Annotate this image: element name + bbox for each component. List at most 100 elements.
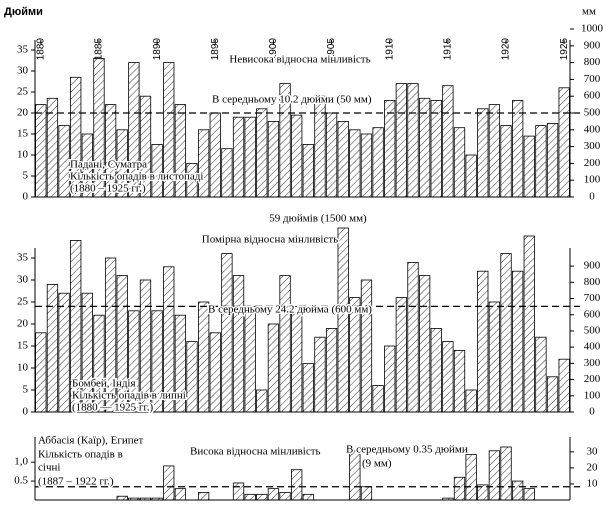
bar [70, 239, 82, 413]
y-tick-label: 0.5 [14, 475, 28, 487]
annotation: (9 мм) [362, 458, 392, 470]
y2-tick-label: 200 [584, 157, 601, 169]
annotation: Помірна відносна мінливість [202, 234, 338, 246]
bar [407, 261, 419, 413]
annotation: (1887 – 1922 гг.) [38, 476, 114, 488]
annotation: Кількість опадів в листопаді [70, 171, 203, 183]
bar [535, 336, 547, 413]
bar [186, 341, 198, 413]
y-tick-label: 25 [17, 86, 29, 98]
annotation: Бомбей, Індія [72, 378, 136, 390]
y2-tick-label: 300 [584, 357, 601, 369]
bar [465, 389, 477, 413]
y2-tick-label: 400 [584, 123, 601, 135]
bar [209, 112, 221, 198]
bar [535, 125, 547, 198]
bar [128, 310, 140, 413]
bar [104, 257, 117, 413]
bar [58, 292, 70, 413]
bar [151, 497, 163, 501]
bar [116, 275, 128, 413]
bar [488, 450, 501, 501]
bar [337, 227, 349, 413]
y2-tick-label: 400 [584, 341, 601, 353]
bar [384, 100, 396, 198]
bar [232, 482, 245, 501]
y-axis-label: Дюйми [4, 6, 43, 18]
bar [395, 83, 407, 198]
bar [523, 135, 535, 198]
bar [349, 129, 361, 198]
bar [267, 121, 280, 198]
bar [407, 83, 419, 198]
y-tick-label: 5 [23, 384, 29, 396]
bar [488, 104, 501, 198]
y2-tick-label: 0 [589, 406, 595, 418]
bar [70, 76, 82, 198]
bar [186, 162, 198, 198]
y-tick-label: 15 [17, 340, 29, 352]
bar [512, 270, 524, 413]
bar [523, 235, 535, 413]
bar [198, 301, 210, 413]
bar [302, 363, 314, 413]
bar [116, 495, 128, 501]
x-tick-label: 1890 [152, 38, 163, 61]
bar [349, 297, 361, 413]
bar [279, 83, 291, 198]
bar [453, 476, 466, 501]
y-tick-label: 15 [17, 128, 29, 140]
bar [198, 129, 210, 198]
bar [35, 332, 47, 413]
annotation: Падані, Суматра [70, 159, 147, 171]
bar [337, 121, 349, 198]
bar [465, 154, 477, 198]
bar [430, 327, 442, 413]
bar [418, 275, 431, 413]
bar [512, 100, 524, 198]
x-tick-label: 1915 [443, 38, 454, 61]
bar [81, 292, 93, 413]
y2-tick-label: 10 [587, 477, 599, 489]
y2-tick-label: 700 [584, 73, 601, 85]
bar [244, 305, 256, 413]
bar [546, 123, 559, 198]
y2-tick-label: 900 [584, 260, 601, 272]
bar [256, 108, 268, 198]
annotation: Висока відносна мінливість [190, 446, 321, 458]
x-tick-label: 1885 [94, 38, 105, 61]
bar [360, 279, 373, 413]
bar [325, 327, 338, 413]
y2-tick-label: 600 [584, 308, 601, 320]
bar [279, 492, 291, 501]
y-tick-label: 25 [17, 296, 29, 308]
bar [267, 323, 280, 413]
y-tick-label: 0 [23, 191, 29, 203]
bar [128, 62, 140, 198]
bar [488, 301, 501, 413]
bar [302, 144, 314, 198]
bar [151, 144, 163, 198]
bar [267, 488, 280, 501]
bar [244, 116, 256, 198]
annotation: В середньому 24.2 дюйма (600 мм) [208, 304, 372, 316]
bar [58, 125, 70, 198]
annotation: Кількість опадів в [38, 449, 123, 461]
bar [500, 125, 512, 198]
bar [221, 148, 233, 198]
bar [325, 112, 338, 198]
bar [418, 97, 431, 198]
y-tick-label: 20 [17, 318, 29, 330]
y2-tick-label: 100 [584, 389, 601, 401]
bar [279, 275, 291, 413]
bar [442, 85, 454, 198]
x-tick-label: 1900 [268, 38, 279, 61]
bar [174, 104, 187, 198]
bar [314, 95, 326, 198]
bar [174, 314, 187, 413]
y-tick-label: 10 [17, 149, 29, 161]
bar [453, 349, 466, 413]
annotation: Аббасія (Каїр), Египет [38, 435, 144, 447]
bar [198, 492, 210, 501]
